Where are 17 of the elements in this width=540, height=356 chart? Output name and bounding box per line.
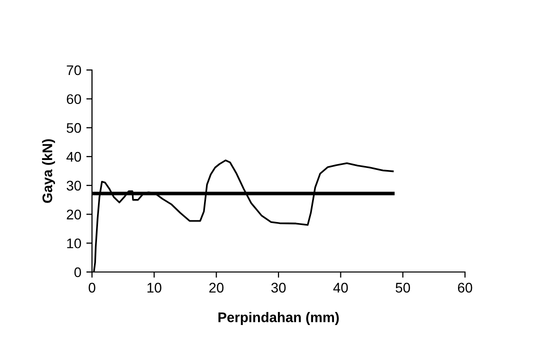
x-tick-label: 0 <box>88 282 96 293</box>
y-tick-label: 20 <box>66 210 82 220</box>
y-axis-title: Gaya (kN) <box>42 139 56 203</box>
y-tick-label: 10 <box>67 238 82 248</box>
y-tick-label: 30 <box>66 180 82 191</box>
x-axis-title: Perpindahan (mm) <box>218 312 339 325</box>
y-tick-label: 40 <box>66 152 82 162</box>
x-tick-label: 40 <box>333 282 348 293</box>
x-tick-label: 20 <box>209 282 224 293</box>
y-tick-label: 60 <box>66 94 82 104</box>
x-tick-label: 30 <box>271 282 286 293</box>
x-tick-label: 50 <box>396 282 410 293</box>
x-tick-label: 10 <box>148 282 162 293</box>
y-tick-label: 50 <box>66 123 82 133</box>
y-tick-label: 70 <box>66 65 82 76</box>
x-tick-label: 60 <box>458 282 472 293</box>
y-tick-label: 0 <box>74 267 82 278</box>
